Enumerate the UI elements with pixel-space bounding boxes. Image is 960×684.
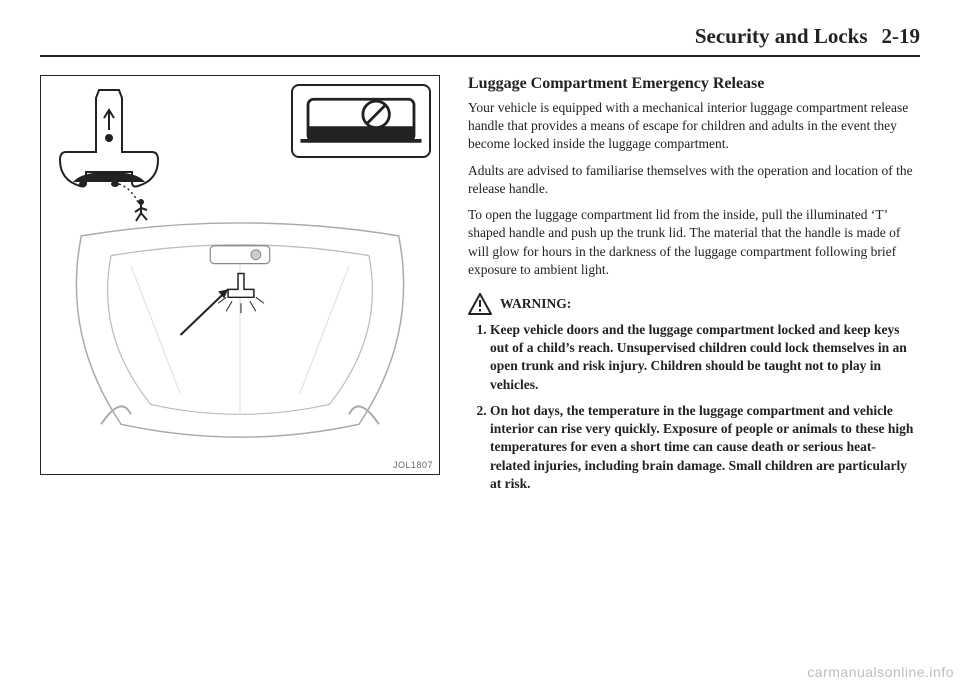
paragraph: Adults are advised to familiarise themse… [468, 162, 914, 198]
t-handle-icon [49, 84, 169, 224]
text-column: Luggage Compartment Emergency Release Yo… [468, 75, 920, 501]
page-header: Security and Locks 2-19 [40, 24, 920, 57]
content-row: JOL1807 Luggage Compartment Emergency Re… [40, 75, 920, 501]
warning-header: WARNING: [468, 293, 914, 315]
figure-panel: JOL1807 [40, 75, 440, 475]
trunk-prohibit-icon [293, 86, 429, 156]
warning-label: WARNING: [500, 296, 571, 312]
inset-handle-diagram [49, 84, 169, 224]
manual-page: Security and Locks 2-19 [0, 0, 960, 684]
figure-code: JOL1807 [393, 460, 433, 470]
inset-no-person-in-trunk [291, 84, 431, 158]
warning-item: Keep vehicle doors and the luggage compa… [490, 321, 914, 394]
warning-icon [468, 293, 492, 315]
paragraph: To open the luggage compartment lid from… [468, 206, 914, 279]
warning-list: Keep vehicle doors and the luggage compa… [468, 321, 914, 493]
trunk-lid-svg [61, 216, 419, 454]
watermark: carmanualsonline.info [807, 664, 954, 680]
trunk-lid-interior [61, 216, 419, 454]
section-heading: Luggage Compartment Emergency Release [468, 75, 914, 93]
page-number: 2-19 [882, 24, 921, 49]
chapter-title: Security and Locks [695, 24, 868, 49]
paragraph: Your vehicle is equipped with a mechanic… [468, 99, 914, 154]
warning-item: On hot days, the temperature in the lugg… [490, 402, 914, 493]
